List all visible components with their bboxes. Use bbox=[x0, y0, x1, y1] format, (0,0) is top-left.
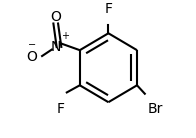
Text: F: F bbox=[56, 102, 64, 116]
Text: +: + bbox=[61, 31, 69, 41]
Text: O: O bbox=[26, 50, 37, 64]
Text: N: N bbox=[51, 40, 61, 54]
Text: Br: Br bbox=[147, 102, 163, 116]
Text: −: − bbox=[28, 40, 36, 50]
Text: O: O bbox=[50, 10, 61, 23]
Text: F: F bbox=[104, 2, 112, 16]
